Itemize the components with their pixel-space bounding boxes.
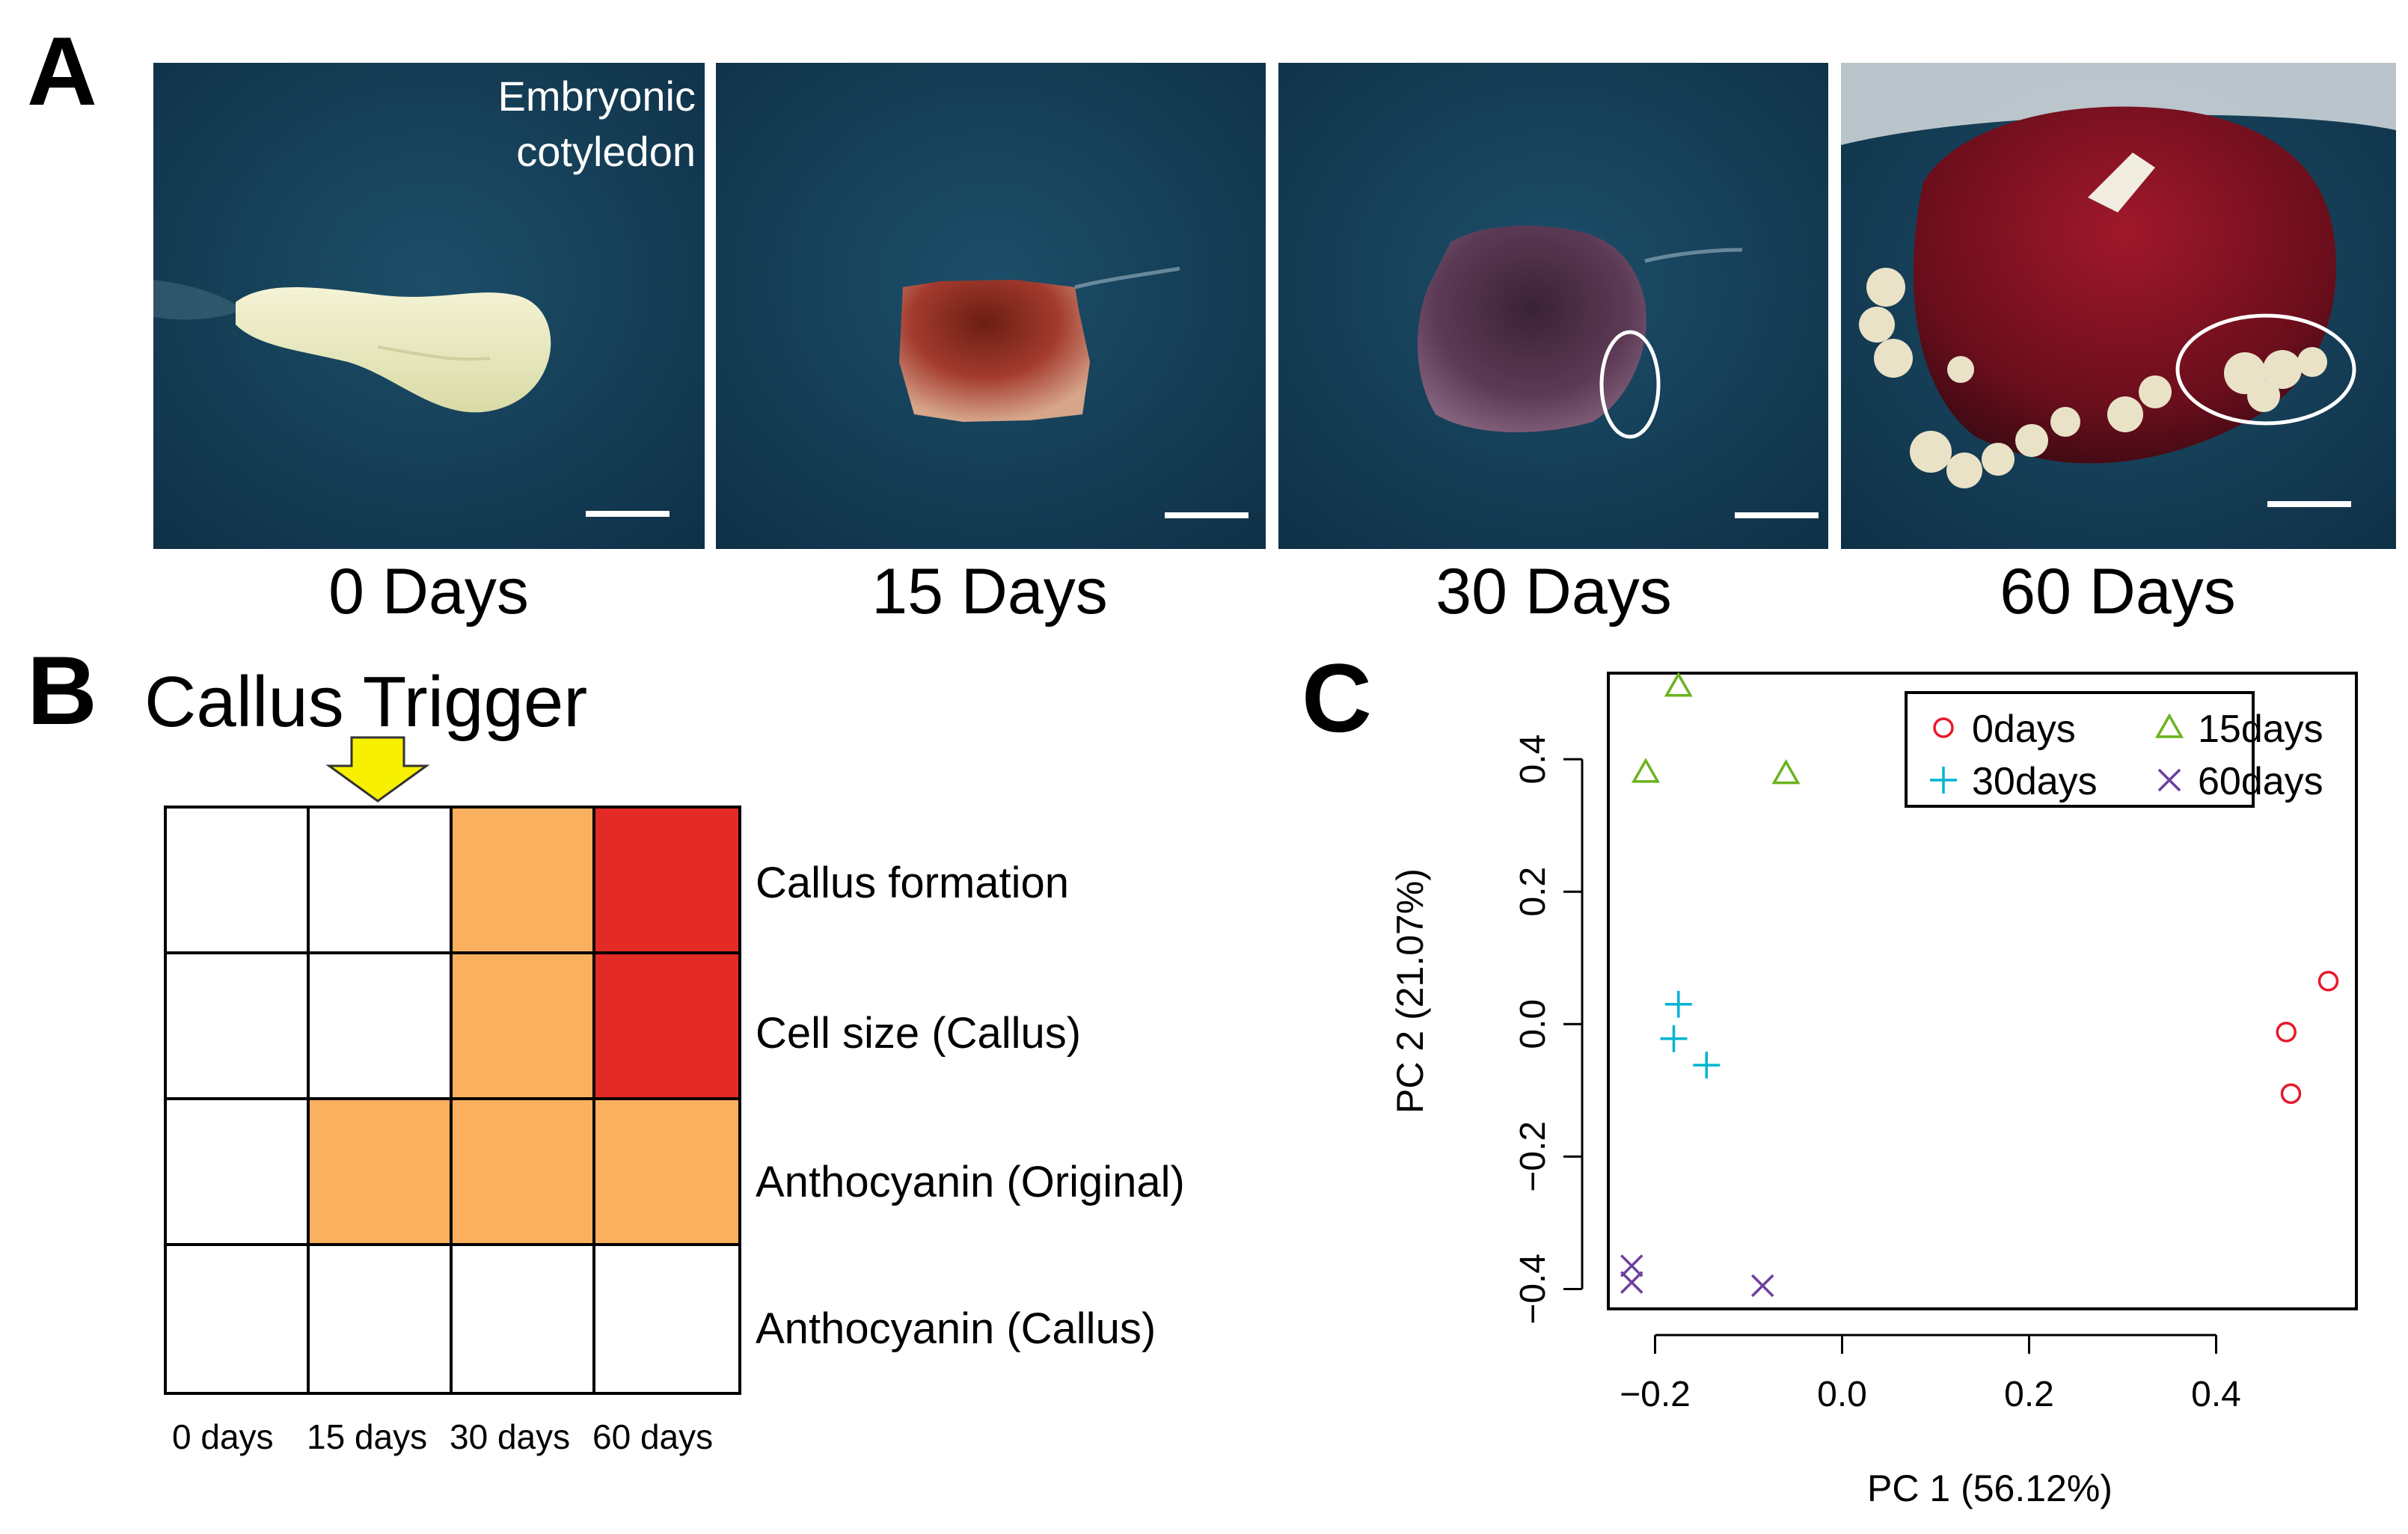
legend-label-15days: 15days [2198, 708, 2323, 751]
grid-cell [595, 954, 738, 1100]
point-0days [2276, 1022, 2297, 1043]
panel-c-letter: C [1302, 643, 1372, 752]
x-tick-label: 0.2 [2004, 1375, 2054, 1414]
col-label-15-days: 15 days [307, 1417, 428, 1456]
point-60days [1751, 1274, 1774, 1298]
caption-line-1: Embryonic [497, 73, 696, 120]
x-axis-label: PC 1 (56.12%) [1867, 1467, 2113, 1509]
grid-cell [595, 1246, 738, 1392]
row-label-anthocyanin-callus: Anthocyanin (Callus) [756, 1304, 1156, 1353]
status-grid [164, 806, 741, 1395]
photo-caption: Embryonic cotyledon [419, 69, 696, 180]
grid-cell [310, 1246, 453, 1392]
photo-60-days [1841, 63, 2396, 549]
y-tick-label: −0.2 [1513, 1121, 1553, 1192]
point-30days [1693, 1052, 1721, 1079]
point-15days [1771, 759, 1801, 785]
y-axis-label: PC 2 (21.07%) [1389, 868, 1431, 1114]
grid-cell [167, 954, 310, 1100]
pca-scatter-chart: −0.2 0.0 0.2 0.4 −0.4 −0.2 0.0 0.2 0.4 0days 15da… [1389, 672, 2358, 1509]
col-label-0-days: 0 days [172, 1417, 274, 1456]
y-tick-label: 0.4 [1513, 734, 1553, 785]
point-15days [1631, 758, 1661, 783]
point-0days [2317, 970, 2339, 992]
x-tick-label: −0.2 [1620, 1375, 1691, 1414]
legend-label-60days: 60days [2198, 760, 2323, 803]
grid-cell [310, 954, 453, 1100]
point-60days [1620, 1271, 1643, 1294]
legend-marker-0days [1933, 717, 1954, 738]
grid-cell [167, 809, 310, 954]
grid-cell [310, 809, 453, 954]
row-label-anthocyanin-original: Anthocyanin (Original) [756, 1158, 1185, 1206]
callus-trigger-label: Callus Trigger [144, 662, 588, 742]
grid-cell [595, 809, 738, 954]
grid-cell [167, 1246, 310, 1392]
grid-cell [595, 1100, 738, 1246]
x-tick-label: 0.0 [1817, 1375, 1867, 1414]
caption-line-2: cotyledon [516, 128, 696, 175]
day-label-30: 30 Days [1436, 556, 1672, 628]
legend-label-30days: 30days [1972, 760, 2098, 803]
legend-box [1905, 691, 2255, 808]
col-label-30-days: 30 days [450, 1417, 571, 1456]
point-30days [1660, 1025, 1688, 1052]
legend-marker-30days [1930, 767, 1957, 794]
photo-30-days [1278, 63, 1828, 549]
panel-b-letter: B [27, 636, 97, 745]
grid-cell [310, 1100, 453, 1246]
point-0days [2280, 1083, 2302, 1104]
y-tick-label: −0.4 [1513, 1254, 1553, 1325]
grid-cell [453, 1246, 595, 1392]
trigger-arrow-icon [325, 736, 430, 803]
point-60days [1620, 1254, 1643, 1277]
y-tick-label: 0.2 [1513, 867, 1553, 917]
y-tick-label: 0.0 [1513, 999, 1553, 1049]
col-label-60-days: 60 days [592, 1417, 714, 1456]
panel-a-letter: A [27, 16, 97, 126]
grid-cell [453, 809, 595, 954]
point-15days [1664, 672, 1693, 697]
day-label-15: 15 Days [871, 556, 1108, 628]
grid-cell [167, 1100, 310, 1246]
grid-cell [453, 1100, 595, 1246]
day-label-60: 60 Days [2000, 556, 2236, 628]
plot-frame [1607, 672, 2358, 1310]
legend-marker-15days [2154, 713, 2184, 738]
grid-cell [453, 954, 595, 1100]
day-label-0: 0 Days [328, 556, 529, 628]
row-label-callus-formation: Callus formation [756, 859, 1070, 907]
point-30days [1664, 990, 1692, 1018]
photo-0-days [153, 63, 705, 549]
x-tick-label: 0.4 [2191, 1375, 2241, 1414]
legend-label-0days: 0days [1972, 708, 2076, 751]
photo-15-days [716, 63, 1266, 549]
legend-marker-60days [2157, 768, 2181, 792]
row-label-cell-size: Cell size (Callus) [756, 1009, 1082, 1058]
